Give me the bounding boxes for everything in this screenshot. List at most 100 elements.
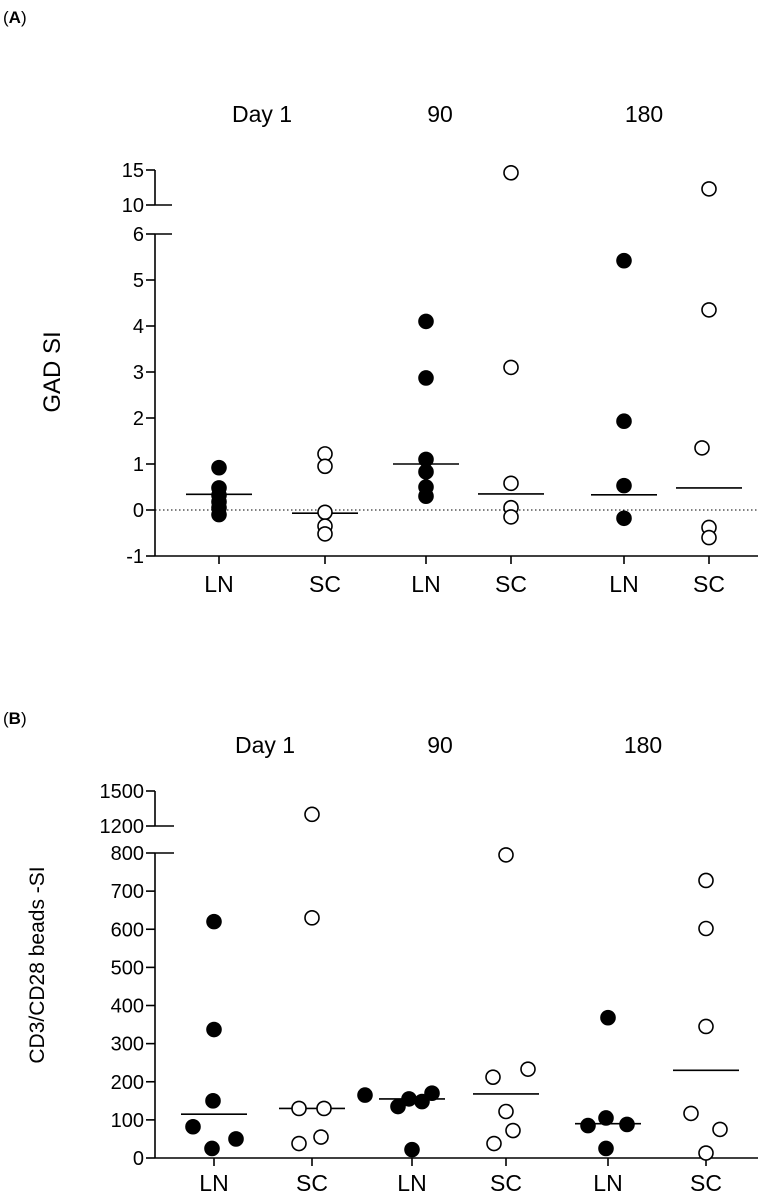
panel-b-y-tick-label: 1500 (100, 781, 145, 803)
panel-a-y-tick-label: 10 (122, 195, 144, 217)
panel-b-point-open (698, 1018, 714, 1035)
panel-a-point-open (317, 526, 333, 542)
panel-b-point-filled (600, 1009, 616, 1026)
panel-b-point-open (683, 1105, 699, 1122)
panel-b-group-label-day1: Day 1 (235, 732, 295, 758)
panel-a-point-filled (418, 488, 434, 505)
panel-a-label: (A) (3, 8, 27, 27)
panel-b-point-filled (414, 1093, 430, 1110)
panel-b-point-open (498, 1103, 514, 1120)
panel-b-y-tick-label: 100 (111, 1110, 144, 1132)
panel-b-point-filled (357, 1087, 373, 1103)
panel-b-point-open (291, 1100, 307, 1117)
panel-b-y-tick-label: 800 (111, 843, 144, 865)
panel-b-category-label: LN (199, 1170, 228, 1196)
panel-b-label: (B) (3, 709, 27, 728)
panel-b-point-open (520, 1061, 536, 1077)
panel-a-point-open (317, 458, 333, 475)
panel-b-point-open (712, 1121, 728, 1138)
panel-a-category-label: LN (411, 571, 440, 597)
panel-b-point-open (485, 1069, 501, 1085)
panel-a-point-filled (616, 413, 632, 430)
panel-b-point-open (291, 1135, 307, 1152)
panel-a-point-filled (616, 252, 632, 269)
panel-a-category-label: SC (495, 571, 527, 597)
panel-b-point-filled (598, 1110, 614, 1126)
panel-b-y-axis-label: CD3/CD28 beads -SI (26, 866, 49, 1063)
panel-a-point-open (503, 475, 519, 492)
panel-a-point-open (694, 440, 710, 456)
panel-b-point-open (304, 910, 320, 926)
panel-a-point-filled (616, 510, 632, 527)
panel-b-category-label: SC (296, 1170, 328, 1196)
panel-a-point-open (503, 165, 519, 181)
panel-a: (A) Day 1 90 180 GAD SI -1 0 1 2 3 4 5 6 10 15 LN… (3, 8, 758, 597)
panel-a-category-label: LN (204, 571, 233, 597)
panel-b-y-tick-label: 0 (133, 1148, 144, 1170)
panel-a-mean-lines (186, 463, 742, 515)
panel-a-y-tick-label: 15 (122, 160, 144, 182)
panel-b-y-tick-label: 600 (111, 919, 144, 941)
panel-a-group-label-90: 90 (427, 101, 453, 127)
panel-a-y-tick-label: 3 (133, 362, 144, 384)
panel-a-point-open (317, 504, 333, 521)
panel-a-y-tick-label: 2 (133, 408, 144, 430)
panel-a-points (211, 165, 717, 546)
panel-b-group-label-180: 180 (624, 732, 662, 758)
panel-b-y-tick-label: 1200 (100, 816, 145, 838)
panel-a-y-tick-label: 5 (133, 270, 144, 292)
panel-b-point-open (505, 1122, 521, 1139)
panel-a-point-filled (418, 313, 434, 330)
panel-b-y-tick-label: 300 (111, 1034, 144, 1056)
panel-a-point-filled (418, 370, 434, 386)
panel-a-point-filled (616, 477, 632, 494)
panel-a-y-tick-label: 1 (133, 454, 144, 476)
panel-b-mean-lines (181, 1069, 739, 1125)
panel-a-point-filled (211, 459, 227, 476)
panel-b-point-filled (206, 1021, 222, 1038)
panel-b-point-filled (228, 1131, 244, 1147)
panel-b-point-filled (424, 1085, 440, 1101)
panel-a-point-open (701, 181, 717, 197)
panel-b-point-open (498, 847, 514, 863)
panel-a-category-label: SC (693, 571, 725, 597)
panel-a-y-tick-label: 6 (133, 224, 144, 246)
panel-b-point-filled (205, 1093, 221, 1109)
panel-a-group-label-180: 180 (625, 101, 663, 127)
panel-b-category-label: SC (490, 1170, 522, 1196)
panel-b-point-filled (204, 1140, 220, 1157)
panel-b-point-filled (390, 1098, 406, 1115)
panel-a-point-open (503, 359, 519, 376)
panel-b-point-open (316, 1100, 332, 1117)
panel-a-point-filled (418, 464, 434, 480)
panel-b-point-filled (206, 913, 222, 930)
panel-a-point-open (701, 302, 717, 318)
panel-b-point-filled (598, 1140, 614, 1157)
panel-b-point-filled (185, 1118, 201, 1135)
panel-b-y-tick-label: 200 (111, 1072, 144, 1094)
panel-a-y-axis-label: GAD SI (39, 331, 66, 412)
panel-b-point-filled (580, 1117, 596, 1134)
panel-b-point-open (698, 920, 714, 937)
panel-a-point-open (701, 529, 717, 546)
panel-b-y-ticks: 0 100 200 300 400 500 600 700 800 1200 1500 (100, 781, 155, 1170)
panel-b-y-tick-label: 500 (111, 957, 144, 979)
panel-a-category-label: SC (309, 571, 341, 597)
panel-b-point-open (313, 1129, 329, 1145)
panel-b-points (185, 806, 728, 1161)
panel-b-category-label: LN (397, 1170, 426, 1196)
panel-a-category-labels: LN SC LN SC LN SC (204, 556, 725, 597)
panel-a-y-tick-label: 4 (133, 316, 144, 338)
panel-a-y-ticks: -1 0 1 2 3 4 5 6 10 15 (122, 160, 155, 568)
panel-b-y-tick-label: 700 (111, 881, 144, 903)
panel-b-point-open (486, 1135, 502, 1152)
panel-b-point-filled (619, 1116, 635, 1133)
panel-b-point-open (698, 872, 714, 889)
panel-b-category-labels: LN SC LN SC LN SC (199, 1158, 722, 1196)
panel-b-category-label: LN (593, 1170, 622, 1196)
panel-a-y-tick-label: -1 (126, 546, 144, 568)
panel-a-point-open (503, 509, 519, 525)
panel-a-y-tick-label: 0 (133, 500, 144, 522)
panel-b-category-label: SC (690, 1170, 722, 1196)
